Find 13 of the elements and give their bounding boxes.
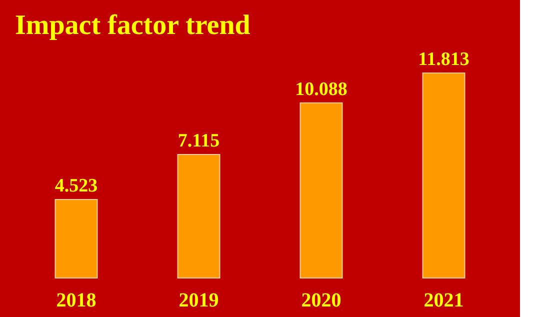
bar	[300, 102, 343, 278]
chart-title: Impact factor trend	[15, 10, 251, 41]
bar	[422, 72, 466, 278]
x-tick-label: 2021	[424, 290, 464, 312]
data-label: 7.115	[178, 130, 220, 152]
bar	[54, 199, 98, 278]
x-tick-label: 2019	[178, 290, 219, 312]
x-tick-label: 2020	[301, 290, 342, 312]
x-tick-label: 2018	[56, 290, 96, 312]
data-label: 11.813	[418, 49, 470, 70]
data-label: 10.088	[295, 78, 348, 100]
bar	[177, 154, 220, 278]
data-label: 4.523	[54, 176, 98, 197]
